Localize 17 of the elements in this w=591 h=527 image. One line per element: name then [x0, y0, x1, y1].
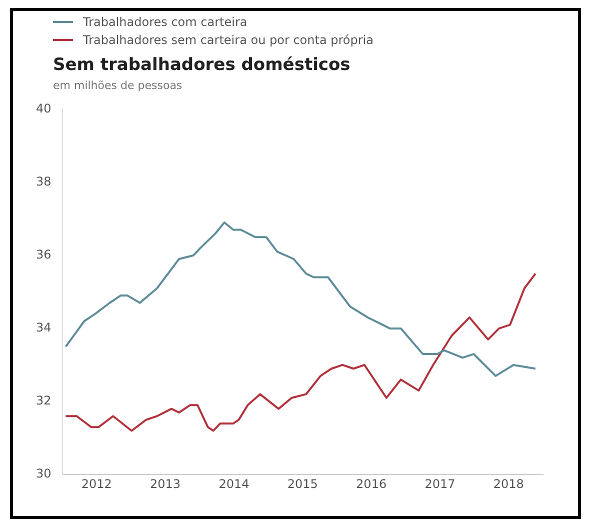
- x-tick-label: 2012: [81, 476, 112, 491]
- y-tick-label: 30: [36, 466, 52, 481]
- y-tick-label: 34: [36, 320, 52, 335]
- x-tick-label: 2016: [356, 476, 387, 491]
- y-tick-label: 38: [36, 174, 52, 188]
- x-tick-label: 2017: [424, 476, 456, 491]
- x-tick-label: 2018: [493, 476, 524, 491]
- chart-title: Sem trabalhadores domésticos: [53, 55, 350, 75]
- legend-label: Trabalhadores sem carteira ou por conta própria: [83, 33, 374, 47]
- x-tick-label: 2013: [150, 476, 181, 491]
- x-tick-label: 2014: [218, 476, 250, 491]
- chart-subtitle: em milhões de pessoas: [53, 79, 182, 92]
- y-tick-label: 32: [36, 394, 52, 408]
- x-tick-label: 2015: [287, 476, 318, 491]
- legend-label: Trabalhadores com carteira: [83, 15, 248, 29]
- y-tick-label: 36: [36, 247, 52, 262]
- y-tick-label: 40: [36, 101, 52, 116]
